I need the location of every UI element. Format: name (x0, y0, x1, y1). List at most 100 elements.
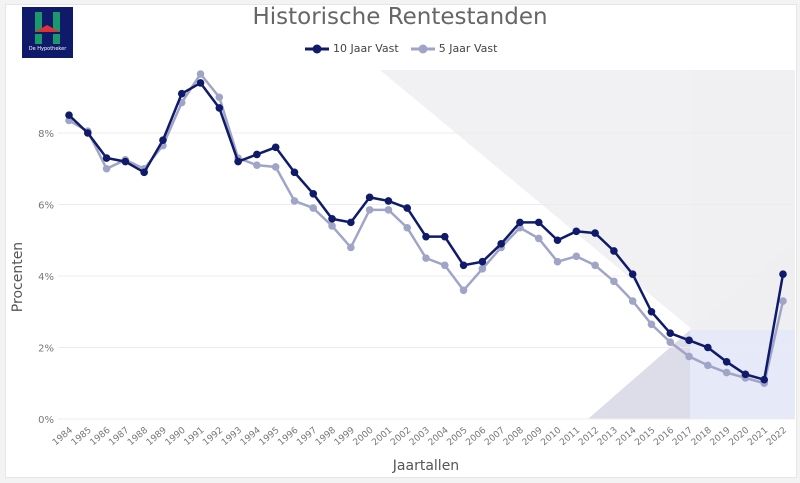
data-point (159, 136, 167, 144)
x-tick-label: 1991 (182, 426, 206, 448)
legend-label: 5 Jaar Vast (438, 42, 498, 55)
x-tick-label: 1989 (145, 425, 169, 448)
x-tick-label: 1990 (164, 425, 188, 448)
data-point (347, 243, 355, 252)
data-point (384, 206, 393, 214)
data-point (365, 206, 374, 214)
data-point (722, 358, 731, 366)
data-point (591, 261, 599, 270)
brand-logo: De Hypotheker (22, 7, 73, 58)
data-point (497, 240, 505, 248)
legend: 10 Jaar Vast 5 Jaar Vast (305, 42, 497, 55)
legend-item-5-jaar[interactable]: 5 Jaar Vast (410, 42, 498, 55)
data-point (365, 193, 374, 202)
data-point (666, 329, 675, 338)
chart-title: Historische Rentestanden (252, 4, 548, 30)
x-tick-label: 2009 (521, 425, 545, 448)
x-tick-label: 2017 (671, 426, 695, 448)
data-point (309, 204, 318, 212)
data-point (534, 218, 543, 227)
data-point (459, 261, 468, 270)
x-tick-label: 2004 (427, 425, 451, 448)
data-point (347, 218, 355, 227)
data-point (196, 70, 205, 78)
x-tick-label: 2000 (352, 425, 376, 448)
data-point (440, 261, 449, 270)
data-point (215, 93, 224, 102)
y-tick-label: 0% (38, 415, 54, 426)
data-point (478, 265, 487, 273)
x-tick-label: 1994 (239, 425, 263, 448)
x-tick-label: 2006 (464, 425, 488, 448)
data-point (459, 286, 468, 295)
data-point (647, 307, 656, 316)
data-point (102, 164, 111, 173)
x-tick-label: 1992 (201, 426, 225, 448)
data-point (290, 168, 299, 177)
x-tick-label: 2005 (446, 426, 470, 448)
x-axis-label: Jaartallen (392, 458, 459, 474)
data-point (478, 257, 487, 266)
x-tick-label: 2011 (558, 426, 582, 448)
x-tick-label: 2008 (502, 425, 526, 448)
data-point (572, 227, 581, 236)
data-point (628, 297, 637, 305)
x-tick-label: 2016 (652, 425, 676, 448)
x-tick-label: 1985 (70, 426, 94, 448)
legend-marker-icon (410, 44, 435, 53)
x-tick-label: 2003 (408, 426, 432, 448)
data-point (384, 197, 393, 205)
x-tick-label: 2013 (596, 426, 620, 448)
x-tick-label: 2001 (370, 426, 394, 448)
data-point (685, 336, 693, 345)
data-point (779, 270, 787, 279)
data-point (704, 361, 712, 370)
data-point (196, 79, 205, 87)
y-axis-label: Procenten (10, 242, 26, 312)
data-point (779, 297, 787, 305)
x-tick-label: 1984 (51, 425, 75, 448)
x-tick-label: 2015 (633, 426, 657, 448)
y-tick-label: 4% (38, 272, 54, 283)
x-tick-label: 2012 (577, 426, 601, 448)
data-point (572, 252, 581, 261)
data-point (253, 150, 261, 159)
y-tick-label: 6% (38, 201, 54, 212)
data-point (65, 111, 73, 119)
x-tick-label: 2002 (389, 426, 413, 448)
data-point (83, 129, 92, 137)
data-point (422, 232, 430, 241)
data-point (102, 154, 111, 162)
legend-label: 10 Jaar Vast (333, 42, 399, 55)
data-point (121, 157, 130, 166)
x-tick-label: 2022 (765, 426, 789, 448)
legend-item-10-jaar[interactable]: 10 Jaar Vast (305, 42, 399, 55)
x-tick-label: 1986 (89, 425, 113, 448)
y-tick-label: 2% (38, 344, 54, 355)
x-tick-label: 1997 (295, 426, 319, 448)
data-point (741, 370, 750, 379)
x-tick-label: 1996 (276, 425, 300, 448)
data-point (553, 257, 562, 266)
data-point (328, 215, 336, 223)
x-tick-label: 1987 (107, 426, 131, 448)
data-point (403, 223, 412, 232)
x-tick-label: 1993 (220, 426, 244, 448)
data-point (271, 163, 280, 171)
data-point (271, 143, 280, 152)
x-tick-label: 1995 (258, 426, 282, 448)
data-point (591, 229, 599, 237)
data-point (440, 232, 449, 241)
x-tick-label: 2010 (539, 425, 563, 448)
x-tick-label: 2021 (746, 426, 770, 448)
data-point (628, 270, 637, 279)
data-point (215, 104, 224, 112)
data-point (666, 338, 675, 346)
data-point (253, 161, 261, 169)
x-tick-label: 1999 (333, 425, 357, 448)
data-point (553, 236, 562, 245)
data-point (534, 234, 543, 243)
x-tick-label: 2014 (615, 425, 639, 448)
data-point (722, 368, 731, 377)
